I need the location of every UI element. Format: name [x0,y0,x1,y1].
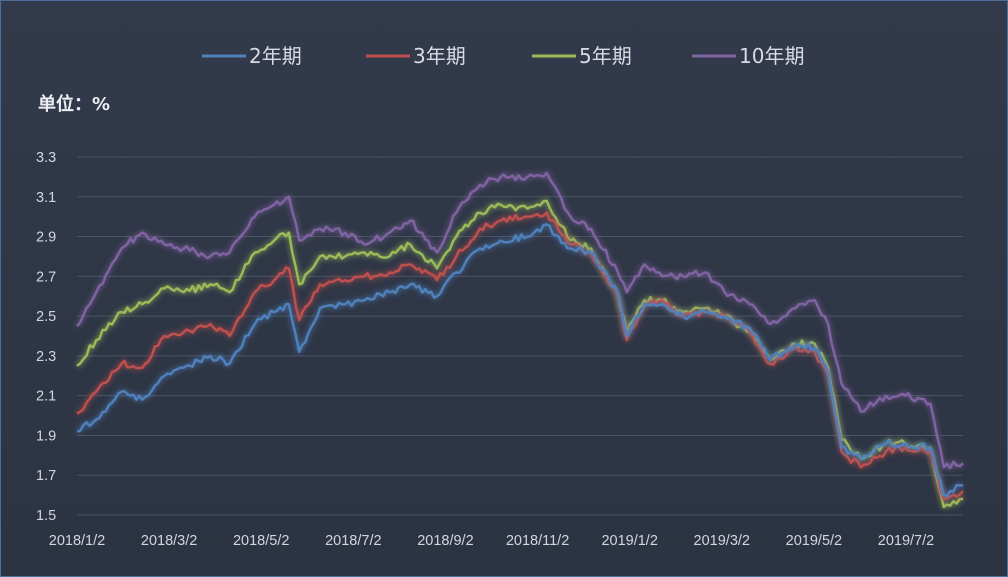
y-tick-label: 1.7 [36,468,56,484]
x-tick-label: 2018/5/2 [233,533,289,549]
legend-label: 3年期 [413,44,466,68]
x-tick-label: 2018/9/2 [417,533,473,549]
y-tick-label: 3.1 [36,190,56,206]
y-tick-label: 1.9 [36,428,56,444]
y-tick-label: 3.3 [36,150,56,166]
legend-label: 5年期 [579,44,632,68]
series-line-3 [76,171,964,470]
y-tick-label: 2.3 [36,349,56,365]
y-axis: 1.5 1.7 1.9 2.1 2.3 2.5 2.7 2.9 3.1 3.3 [36,150,56,524]
legend: 2年期 3年期 5年期 10年期 [202,44,804,68]
x-tick-label: 2019/3/2 [694,533,750,549]
x-axis: 2018/1/2 2018/3/2 2018/5/2 2018/7/2 2018/9/2… [49,533,934,549]
series-line-0 [76,223,964,498]
y-tick-label: 2.7 [36,269,56,285]
y-tick-label: 1.5 [36,508,56,524]
y-tick-label: 2.5 [36,309,56,325]
x-tick-label: 2018/11/2 [506,533,569,549]
x-tick-label: 2019/7/2 [878,533,934,549]
x-tick-label: 2019/1/2 [601,533,657,549]
gridlines [77,156,963,516]
series-lines [76,171,964,509]
y-tick-label: 2.1 [36,389,56,405]
unit-label: 单位：% [38,93,110,115]
legend-label: 10年期 [739,44,804,68]
series-line-1 [76,211,964,501]
x-tick-label: 2018/3/2 [141,533,197,549]
x-tick-label: 2018/1/2 [49,533,105,549]
x-tick-label: 2018/7/2 [325,533,381,549]
x-tick-label: 2019/5/2 [786,533,842,549]
y-tick-label: 2.9 [36,230,56,246]
series-line-2 [76,199,964,509]
legend-label: 2年期 [249,44,302,68]
